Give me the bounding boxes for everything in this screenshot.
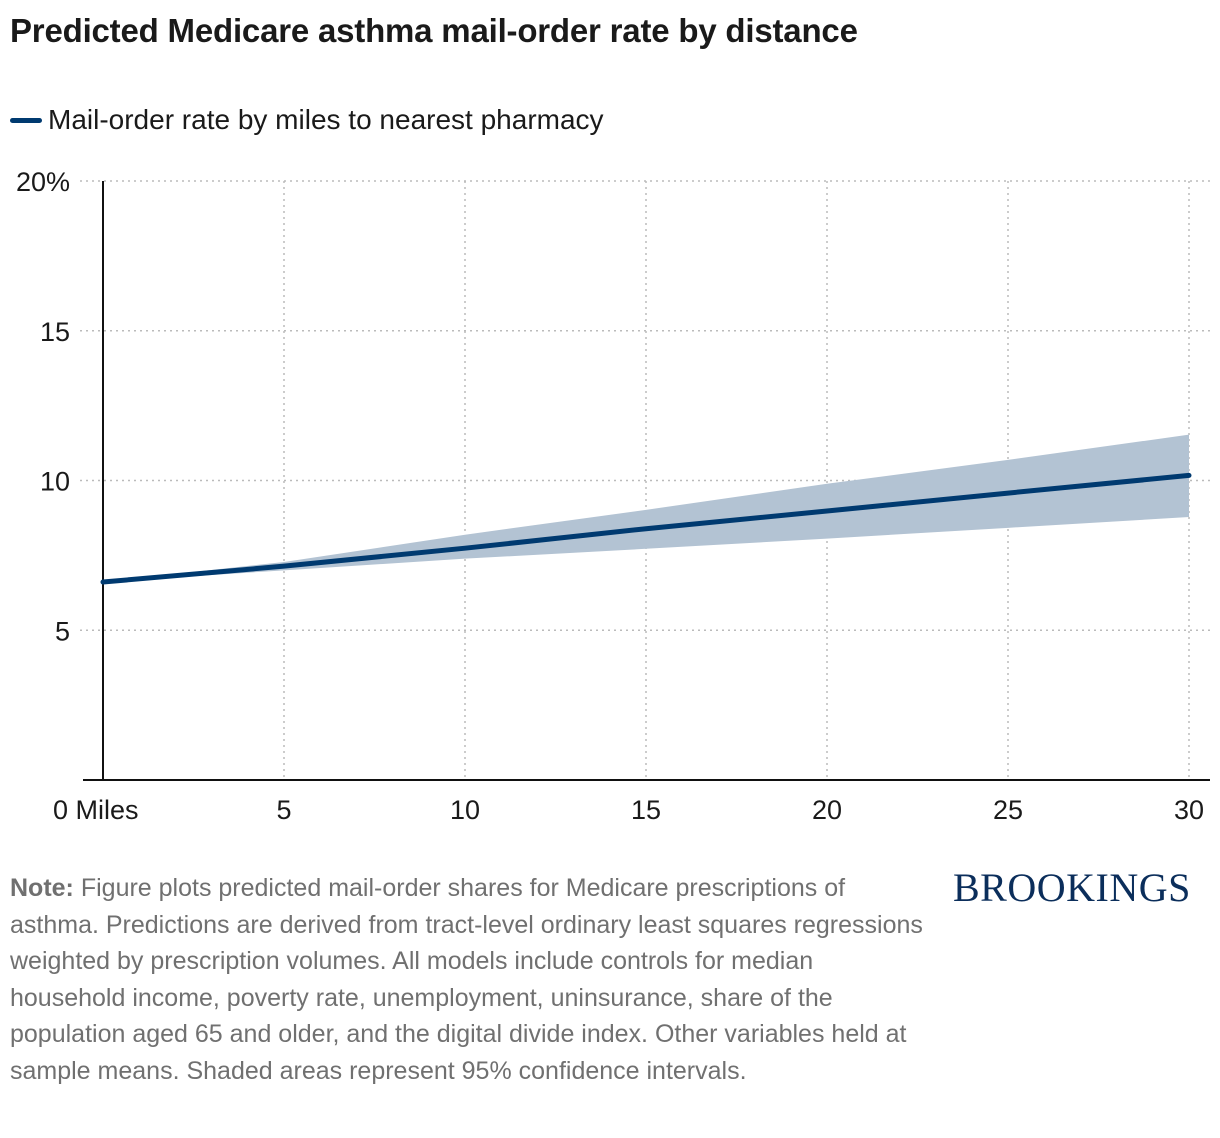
x-tick-label: 30 xyxy=(1174,795,1204,825)
x-tick-label: 10 xyxy=(450,795,480,825)
note-text: Figure plots predicted mail-order shares… xyxy=(10,874,923,1085)
legend: Mail-order rate by miles to nearest phar… xyxy=(10,104,604,136)
y-tick-label: 10 xyxy=(40,467,70,497)
y-tick-label: 20% xyxy=(16,167,70,197)
note: Note: Figure plots predicted mail-order … xyxy=(10,870,930,1089)
chart-plot: 5 10 15 20% 0 Miles 5 10 15 20 25 30 xyxy=(16,167,1210,825)
note-label: Note: xyxy=(10,874,74,902)
x-tick-label: 5 xyxy=(276,795,291,825)
x-tick-label: 0 Miles xyxy=(53,795,139,825)
confidence-band xyxy=(103,434,1189,583)
x-tick-label: 15 xyxy=(631,795,661,825)
brookings-logo: BROOKINGS xyxy=(953,865,1191,910)
legend-label: Mail-order rate by miles to nearest phar… xyxy=(48,104,604,135)
y-tick-label: 15 xyxy=(40,317,70,347)
legend-swatch xyxy=(10,117,42,123)
chart-title: Predicted Medicare asthma mail-order rat… xyxy=(10,12,858,49)
x-tick-label: 25 xyxy=(993,795,1023,825)
y-tick-label: 5 xyxy=(55,616,70,646)
x-tick-label: 20 xyxy=(812,795,842,825)
